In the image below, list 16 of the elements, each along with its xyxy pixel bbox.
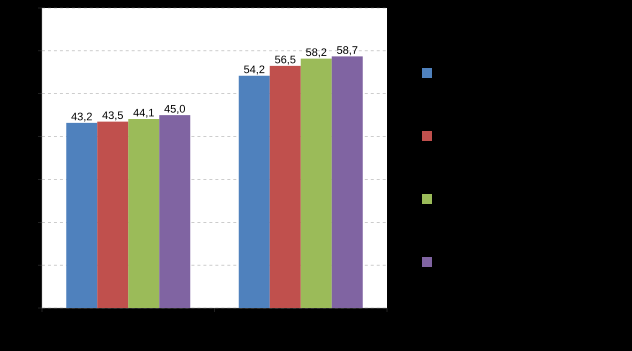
bar bbox=[332, 56, 363, 308]
bar bbox=[270, 66, 301, 308]
data-label: 44,1 bbox=[133, 108, 154, 118]
bar bbox=[97, 122, 128, 308]
data-label: 58,2 bbox=[306, 48, 326, 58]
data-label: 54,2 bbox=[244, 65, 264, 75]
bar bbox=[128, 119, 160, 308]
data-label: 56,5 bbox=[275, 56, 296, 65]
data-label: 45,0 bbox=[164, 104, 185, 114]
bar bbox=[238, 76, 270, 308]
bar bbox=[159, 115, 190, 308]
bar bbox=[300, 58, 332, 308]
bar bbox=[66, 122, 98, 308]
data-label: 43,2 bbox=[71, 112, 92, 122]
data-label: 58,7 bbox=[337, 46, 358, 56]
data-label: 43,5 bbox=[102, 111, 123, 120]
